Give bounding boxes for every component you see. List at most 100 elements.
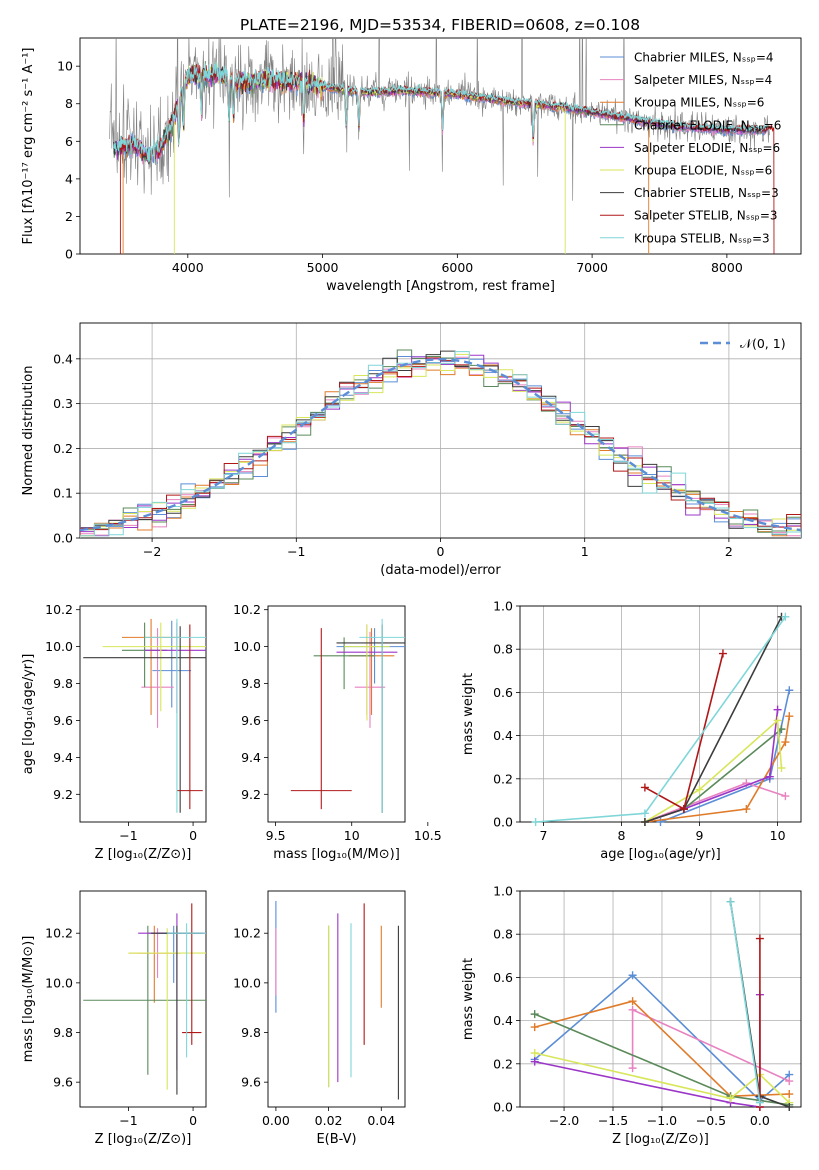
- legend-entry: Salpeter STELIB, Nₛₛₚ=3: [634, 209, 778, 223]
- weight-marker: [679, 805, 688, 814]
- weight-marker: [530, 1057, 539, 1066]
- weight-marker: [755, 1098, 764, 1107]
- weight-series-line: [534, 994, 761, 1108]
- y-tick-label: 10.2: [45, 602, 73, 617]
- x-tick-label: 0: [437, 544, 445, 559]
- x-axis-label: (data-model)/error: [380, 563, 501, 578]
- x-tick-label: 7: [539, 828, 547, 843]
- y-tick-label: 0.0: [53, 531, 73, 546]
- weight-marker: [726, 1094, 735, 1103]
- y-tick-label: 0.2: [493, 1056, 513, 1071]
- y-tick-label: 9.6: [53, 713, 73, 728]
- y-tick-label: 0.4: [493, 1013, 513, 1028]
- legend-entry: Salpeter ELODIE, Nₛₛₚ=6: [634, 141, 780, 155]
- model-spectrum-line: [113, 61, 768, 164]
- y-tick-label: 10.0: [45, 975, 73, 990]
- x-tick-label: 0.04: [367, 1113, 395, 1128]
- x-tick-label: −0.5: [696, 1113, 726, 1128]
- x-tick-label: 7000: [576, 260, 608, 275]
- weight-marker: [785, 1077, 794, 1086]
- y-tick-label: 8: [65, 96, 73, 111]
- weight-marker: [785, 686, 794, 695]
- spectrum-legend: Chabrier MILES, Nₛₛₚ=4 Salpeter MILES, Nₛ…: [600, 51, 781, 245]
- y-axis-label: mass [log₁₀(M/M⊙)]: [21, 936, 36, 1063]
- axes-frame: [79, 890, 207, 1108]
- x-tick-label: 1: [581, 544, 589, 559]
- axes-frame: [79, 37, 802, 255]
- weight-marker: [640, 809, 649, 818]
- y-tick-label: 0.4: [493, 728, 513, 743]
- x-tick-label: 0.00: [262, 1113, 290, 1128]
- y-tick-label: 9.8: [53, 676, 73, 691]
- weight-marker: [742, 805, 751, 814]
- y-tick-label: 0: [65, 247, 73, 262]
- weight-marker: [718, 649, 727, 658]
- weight-marker: [531, 818, 540, 826]
- y-tick-label: 1.0: [493, 884, 513, 899]
- x-tick-label: 8: [617, 828, 625, 843]
- y-tick-label: 0.6: [493, 685, 513, 700]
- y-tick-label: 9.6: [241, 1075, 261, 1090]
- y-tick-label: 9.8: [241, 1025, 261, 1040]
- y-tick-label: 10: [57, 59, 73, 74]
- y-tick-label: 2: [65, 209, 73, 224]
- x-tick-label: 0.0: [750, 1113, 770, 1128]
- y-tick-label: 4: [65, 171, 73, 186]
- weight-series-line: [534, 1052, 790, 1104]
- y-tick-label: 0.4: [53, 351, 73, 366]
- x-tick-label: 0: [189, 828, 197, 843]
- spectrum-panel: 4000 5000 6000 7000 8000 0 2 4 6 8 10 wavelength [A…: [21, 37, 802, 294]
- y-tick-label: 10.2: [45, 926, 73, 941]
- axes-frame: [79, 322, 802, 539]
- x-tick-label: 9: [696, 828, 704, 843]
- x-axis-label: mass [log₁₀(M/M⊙)]: [273, 847, 400, 862]
- weight-series-line: [644, 718, 783, 823]
- weight-marker: [628, 971, 637, 980]
- weight-series-line: [535, 616, 787, 823]
- x-tick-label: −2: [143, 544, 161, 559]
- x-axis-label: Z [log₁₀(Z/Z⊙)]: [95, 847, 192, 862]
- y-tick-label: 0.1: [53, 486, 73, 501]
- mass-weight-vs-age-panel: 7 8 9 10 0.0 0.2 0.4 0.6 0.8 1.0 age [log₁₀(age/yr…: [461, 599, 802, 862]
- x-tick-label: −1.0: [647, 1113, 677, 1128]
- x-axis-label: Z [log₁₀(Z/Z⊙)]: [612, 1132, 709, 1147]
- age-vs-mass-panel: 9.5 10 10.5 9.2 9.4 9.6 9.8 10.0 10.2 mass [log₁₀…: [233, 602, 442, 862]
- y-tick-label: 10.0: [233, 975, 261, 990]
- weight-series-line: [644, 616, 783, 823]
- x-tick-label: −1: [119, 828, 137, 843]
- legend-entry: Salpeter MILES, Nₛₛₚ=4: [634, 73, 772, 87]
- axes-frame: [79, 605, 207, 823]
- weight-marker: [785, 1090, 794, 1099]
- legend-entry: Chabrier STELIB, Nₛₛₚ=3: [634, 186, 779, 200]
- x-tick-label: 2: [725, 544, 733, 559]
- weight-series-line: [644, 728, 783, 823]
- mass-vs-ebv-panel: 0.00 0.02 0.04 9.6 9.8 10.0 10.2 E(B-V): [233, 890, 406, 1147]
- weight-marker: [695, 785, 704, 794]
- y-axis-label: mass weight: [461, 673, 476, 755]
- legend-entry: Chabrier MILES, Nₛₛₚ=4: [634, 51, 774, 65]
- histogram-series: [80, 351, 801, 538]
- x-tick-label: −1: [287, 544, 305, 559]
- weight-marker: [530, 1049, 539, 1057]
- weight-series-line: [729, 901, 761, 1103]
- y-tick-label: 1.0: [493, 599, 513, 614]
- y-tick-label: 9.4: [53, 750, 73, 765]
- y-tick-label: 9.8: [241, 676, 261, 691]
- x-tick-label: 4000: [172, 260, 204, 275]
- y-tick-label: 9.6: [53, 1075, 73, 1090]
- y-tick-label: 0.2: [493, 771, 513, 786]
- weight-marker: [773, 705, 782, 714]
- residuals-panel: −2 −1 0 1 2 0.0 0.1 0.2 0.3 0.4 (data-model)/error…: [21, 322, 802, 578]
- weight-marker: [773, 716, 782, 725]
- y-tick-label: 10.2: [233, 926, 261, 941]
- y-tick-label: 10.0: [233, 639, 261, 654]
- weight-marker: [785, 712, 794, 721]
- x-tick-label: 10: [770, 828, 786, 843]
- weight-marker: [530, 1010, 539, 1019]
- y-tick-label: 0.8: [493, 927, 513, 942]
- x-axis-label: wavelength [Angstrom, rest frame]: [326, 279, 555, 294]
- normal-curve: [80, 358, 801, 532]
- weight-series-line: [644, 709, 779, 823]
- legend-entry: Kroupa STELIB, Nₛₛₚ=3: [634, 231, 770, 245]
